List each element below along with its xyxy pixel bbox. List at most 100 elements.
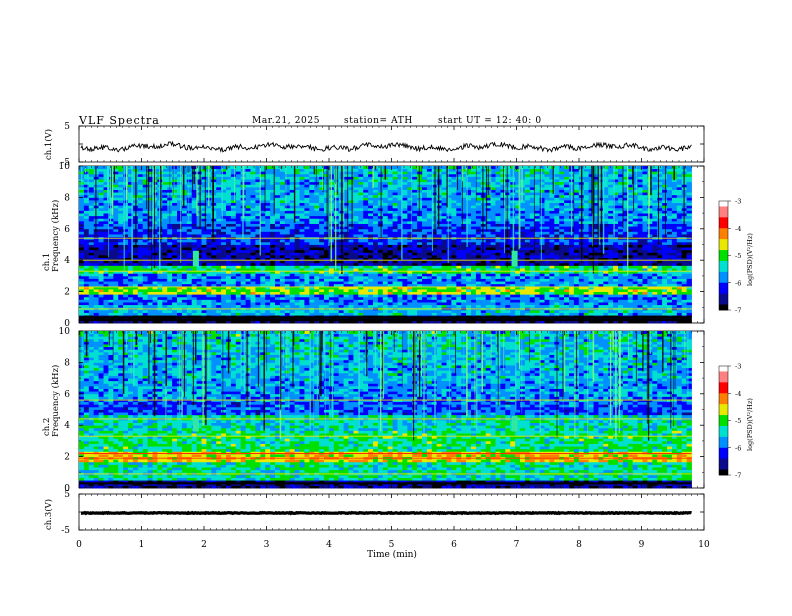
spectrogram-cell <box>201 220 207 224</box>
spectrogram-cell <box>676 299 683 303</box>
spectrogram-cell <box>128 291 134 295</box>
spectrogram-cell <box>500 228 506 232</box>
spectrogram-cell <box>524 312 531 316</box>
spectrogram-cell <box>471 278 477 282</box>
spectrogram-cell <box>255 302 261 306</box>
spectrogram-cell <box>485 231 491 235</box>
spectrogram-cell <box>569 283 575 287</box>
spectrogram-cell <box>348 239 354 243</box>
spectrogram-cell <box>544 226 550 230</box>
spectrogram-cell <box>294 252 300 256</box>
spectrogram-cell <box>397 309 403 313</box>
spectrogram-cell <box>103 239 109 243</box>
spectrogram-cell <box>79 220 85 224</box>
spectrogram-cell <box>593 226 599 230</box>
spectrogram-cell <box>529 239 536 243</box>
spectrogram-cell <box>495 265 501 269</box>
spectrogram-cell <box>529 226 536 230</box>
spectrogram-cell <box>622 218 629 222</box>
spectrogram-cell <box>583 228 589 232</box>
spectrogram-cell <box>142 265 148 269</box>
spectrogram-cell <box>671 252 678 256</box>
spectrogram-cell <box>137 294 144 298</box>
spectrogram-cell <box>603 247 609 251</box>
spectrogram-cell <box>387 309 393 313</box>
spectrogram-cell <box>471 312 477 316</box>
spectrogram-cell <box>524 281 531 285</box>
spectrogram-cell <box>363 223 369 227</box>
spectrogram-cell <box>490 302 496 306</box>
spectrogram-cell <box>275 286 281 290</box>
spectrogram-cell <box>132 252 139 256</box>
spectrogram-cell <box>304 252 310 256</box>
spectrogram-cell <box>578 291 585 295</box>
spectrogram-cell <box>573 223 580 227</box>
spectrogram-cell <box>642 283 648 287</box>
spectrogram-cell <box>456 281 462 285</box>
spectrogram-cell <box>417 281 423 285</box>
spectrogram-cell <box>309 218 315 222</box>
spectrogram-cell <box>338 312 344 316</box>
spectrogram-cell <box>377 220 384 224</box>
spectrogram-cell <box>593 228 599 232</box>
spectrogram-cell <box>686 312 692 316</box>
spectrogram-cell <box>485 241 491 245</box>
spectrogram-cell <box>299 226 305 230</box>
spectrogram-cell <box>564 309 570 313</box>
spectrogram-cell <box>181 320 188 324</box>
spectrogram-cell <box>436 239 442 243</box>
spectrogram-cell <box>392 309 398 313</box>
spectrogram-cell <box>642 296 648 300</box>
spectrogram-cell <box>662 260 668 264</box>
spectrogram-cell <box>230 294 237 298</box>
spectrogram-cell <box>436 268 442 272</box>
spectrogram-cell <box>686 252 692 256</box>
spectrogram-cell <box>505 273 511 277</box>
spectrogram-cell <box>480 244 487 248</box>
spectrogram-cell <box>206 296 212 300</box>
spectrogram-cell <box>255 270 261 274</box>
spectrogram-cell <box>642 273 648 277</box>
spectrogram-cell <box>451 234 457 238</box>
spectrogram-cell <box>554 294 560 298</box>
spectrogram-cell <box>471 302 477 306</box>
spectrogram-cell <box>417 231 423 235</box>
spectrogram-cell <box>642 257 648 261</box>
spectrogram-cell <box>471 239 477 243</box>
spectrogram-cell <box>622 260 629 264</box>
spectrogram-cell <box>245 262 251 266</box>
spectrogram-cell <box>343 286 349 290</box>
spectrogram-cell <box>451 218 457 222</box>
spectrogram-cell <box>632 288 638 292</box>
spectrogram-cell <box>471 299 477 303</box>
spectrogram-cell <box>118 288 124 292</box>
spectrogram-cell <box>284 281 291 285</box>
spectrogram-cell <box>206 234 212 238</box>
spectrogram-cell <box>191 291 197 295</box>
spectrogram-cell <box>426 309 433 313</box>
spectrogram-cell <box>554 260 560 264</box>
spectrogram-cell <box>603 234 609 238</box>
spectrogram-cell <box>309 241 315 245</box>
spectrogram-cell <box>132 278 139 282</box>
spectrogram-cell <box>564 220 570 224</box>
spectrogram-cell <box>319 309 325 313</box>
spectrogram-cell <box>191 296 197 300</box>
spectrogram-cell <box>79 228 85 232</box>
spectrogram-cell <box>221 283 227 287</box>
spectrogram-cell <box>363 320 369 324</box>
spectrogram-cell <box>319 294 325 298</box>
spectrogram-cell <box>132 304 139 308</box>
spectrogram-cell <box>284 218 291 222</box>
spectrogram-cell <box>255 244 261 248</box>
spectrogram-cell <box>304 283 310 287</box>
spectrogram-cell <box>88 304 95 308</box>
spectrogram-cell <box>235 254 242 258</box>
spectrogram-cell <box>216 294 222 298</box>
spectrogram-cell <box>353 265 359 269</box>
spectrogram-cell <box>524 296 531 300</box>
spectrogram-cell <box>83 304 90 308</box>
spectrogram-cell <box>412 231 418 235</box>
spectrogram-cell <box>118 249 124 253</box>
spectrogram-cell <box>245 247 251 251</box>
